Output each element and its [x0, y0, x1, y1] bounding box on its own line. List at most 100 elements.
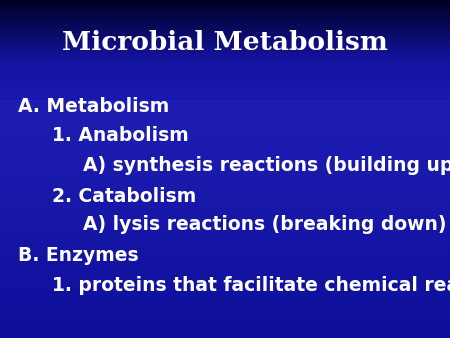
Bar [0, 108, 450, 109]
Bar [0, 58, 450, 60]
Bar [0, 132, 450, 133]
Bar [0, 117, 450, 118]
Bar [0, 64, 450, 65]
Bar [0, 97, 450, 98]
Bar [0, 203, 450, 204]
Bar [0, 336, 450, 337]
Bar [0, 183, 450, 184]
Bar [0, 27, 450, 28]
Bar [0, 99, 450, 100]
Bar [0, 68, 450, 69]
Bar [0, 74, 450, 75]
Bar [0, 264, 450, 265]
Bar [0, 205, 450, 206]
Bar [0, 122, 450, 123]
Bar [0, 72, 450, 73]
Bar [0, 126, 450, 127]
Bar [0, 270, 450, 271]
Bar [0, 328, 450, 329]
Bar [0, 320, 450, 321]
Bar [0, 335, 450, 336]
Bar [0, 220, 450, 221]
Bar [0, 309, 450, 310]
Bar [0, 119, 450, 121]
Bar [0, 296, 450, 297]
Bar [0, 159, 450, 160]
Bar [0, 101, 450, 102]
Bar [0, 105, 450, 106]
Bar [0, 187, 450, 188]
Bar [0, 318, 450, 319]
Bar [0, 223, 450, 224]
Bar [0, 146, 450, 148]
Bar [0, 242, 450, 243]
Text: 1. proteins that facilitate chemical reactions: 1. proteins that facilitate chemical rea… [52, 276, 450, 295]
Bar [0, 302, 450, 303]
Bar [0, 42, 450, 43]
Bar [0, 143, 450, 144]
Bar [0, 107, 450, 108]
Bar [0, 226, 450, 227]
Bar [0, 135, 450, 136]
Bar [0, 197, 450, 198]
Bar [0, 131, 450, 132]
Bar [0, 65, 450, 67]
Bar [0, 142, 450, 143]
Bar [0, 128, 450, 129]
Bar [0, 111, 450, 112]
Bar [0, 280, 450, 281]
Bar [0, 153, 450, 154]
Bar [0, 90, 450, 91]
Bar [0, 266, 450, 267]
Bar [0, 55, 450, 56]
Bar [0, 151, 450, 152]
Bar [0, 51, 450, 52]
Bar [0, 255, 450, 256]
Bar [0, 189, 450, 190]
Bar [0, 104, 450, 105]
Bar [0, 94, 450, 95]
Bar [0, 8, 450, 9]
Bar [0, 322, 450, 323]
Bar [0, 100, 450, 101]
Bar [0, 17, 450, 18]
Bar [0, 61, 450, 62]
Bar [0, 44, 450, 45]
Bar [0, 267, 450, 268]
Bar [0, 229, 450, 230]
Bar [0, 323, 450, 324]
Bar [0, 282, 450, 283]
Bar [0, 169, 450, 170]
Bar [0, 249, 450, 250]
Bar [0, 180, 450, 182]
Bar [0, 138, 450, 139]
Bar [0, 263, 450, 264]
Bar [0, 273, 450, 274]
Bar [0, 216, 450, 217]
Bar [0, 78, 450, 79]
Bar [0, 168, 450, 169]
Bar [0, 237, 450, 238]
Bar [0, 246, 450, 247]
Bar [0, 113, 450, 114]
Bar [0, 158, 450, 159]
Bar [0, 57, 450, 58]
Bar [0, 243, 450, 244]
Bar [0, 71, 450, 72]
Bar [0, 307, 450, 308]
Bar [0, 295, 450, 296]
Bar [0, 53, 450, 54]
Bar [0, 45, 450, 46]
Bar [0, 18, 450, 19]
Bar [0, 14, 450, 15]
Bar [0, 199, 450, 200]
Bar [0, 195, 450, 196]
Bar [0, 281, 450, 282]
Bar [0, 31, 450, 33]
Bar [0, 236, 450, 237]
Bar [0, 46, 450, 47]
Bar [0, 165, 450, 166]
Bar [0, 163, 450, 165]
Text: A) synthesis reactions (building up): A) synthesis reactions (building up) [83, 156, 450, 175]
Bar [0, 212, 450, 213]
